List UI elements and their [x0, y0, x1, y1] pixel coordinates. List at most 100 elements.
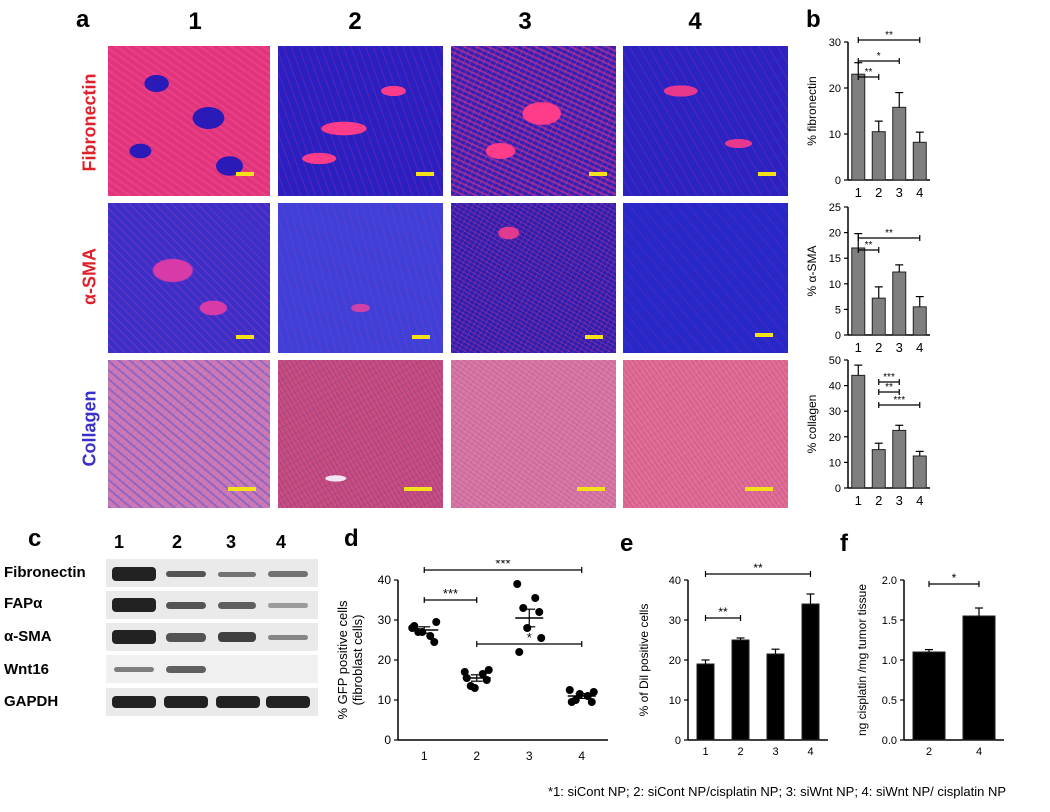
- y-tick-label: 50: [829, 355, 841, 367]
- y-tick-label: 10: [829, 129, 841, 141]
- x-tick-label: 1: [702, 746, 708, 758]
- x-tick-label: 4: [976, 746, 982, 758]
- data-point: [432, 618, 441, 626]
- y-tick-label: 5: [835, 304, 841, 316]
- data-point: [531, 594, 540, 602]
- x-tick-label: 2: [875, 340, 882, 355]
- x-tick-label: 3: [526, 749, 533, 763]
- micrograph-asma-3: [451, 203, 616, 353]
- chart-f-cisplatin: 0.0 0.5 1.0 1.5 2.0 ng cisplatin /mg tumor ti…: [855, 571, 1004, 758]
- significance-label: **: [718, 605, 728, 619]
- x-tick-label: 1: [855, 493, 862, 508]
- lane-label-1: 1: [114, 532, 125, 552]
- y-tick-label: 20: [829, 228, 841, 240]
- significance-label: ***: [883, 372, 895, 383]
- lane-label-4: 4: [276, 532, 287, 552]
- blot-label-wnt16: Wnt16: [4, 661, 49, 678]
- significance-label: **: [885, 228, 893, 239]
- blot-strip-fapa: [106, 591, 318, 619]
- x-tick-label: 2: [926, 746, 932, 758]
- y-tick-label: 0: [384, 733, 391, 747]
- y-axis-label: % GFP positive cells(fibroblast cells): [335, 600, 365, 719]
- blot-strip-wnt16: [106, 655, 318, 683]
- micrograph-asma-1: [108, 203, 270, 353]
- data-point: [430, 638, 439, 646]
- significance-label: **: [885, 382, 893, 393]
- scale-bar: [228, 487, 256, 491]
- scale-bar: [585, 335, 603, 339]
- data-point: [535, 608, 544, 616]
- bar: [912, 651, 946, 741]
- y-tick-label: 1.5: [882, 615, 897, 627]
- y-tick-label: 20: [829, 83, 841, 95]
- y-tick-label: 20: [378, 653, 392, 667]
- x-tick-label: 3: [896, 340, 903, 355]
- significance-label: *: [527, 630, 532, 645]
- row-label-fibronectin: Fibronectin: [79, 73, 100, 172]
- x-tick-label: 1: [421, 749, 428, 763]
- y-tick-label: 0: [835, 330, 841, 342]
- significance-label: ***: [495, 560, 510, 571]
- blot-band: [218, 572, 256, 577]
- data-point: [478, 670, 487, 678]
- bar: [766, 653, 785, 741]
- y-tick-label: 20: [669, 655, 681, 667]
- blot-label-asma: α-SMA: [4, 628, 52, 645]
- data-point: [515, 648, 524, 656]
- panel-e-label: e: [620, 530, 634, 557]
- blot-band: [166, 666, 206, 673]
- x-tick-label: 4: [578, 749, 585, 763]
- significance-label: **: [865, 240, 873, 251]
- scale-bar: [416, 172, 434, 176]
- y-tick-label: 10: [829, 279, 841, 291]
- panel-a-column-1: 1: [188, 8, 202, 35]
- significance-label: *: [877, 51, 881, 62]
- y-tick-label: 25: [829, 202, 841, 214]
- data-point: [426, 632, 435, 640]
- bar: [871, 131, 886, 181]
- y-tick-label: 1.0: [882, 655, 897, 667]
- data-point: [470, 684, 479, 692]
- scale-bar: [404, 487, 432, 491]
- blot-band: [164, 696, 208, 708]
- y-tick-label: 40: [378, 573, 392, 587]
- bar: [696, 663, 715, 741]
- bar: [912, 455, 927, 489]
- significance-label: **: [865, 67, 873, 78]
- blot-band: [218, 632, 256, 642]
- micrograph-asma-2: [278, 203, 443, 353]
- blot-band: [114, 667, 154, 672]
- panel-d-label: d: [344, 525, 359, 552]
- x-tick-label: 4: [916, 340, 923, 355]
- panel-a-column-4: 4: [688, 8, 702, 35]
- y-tick-label: 30: [829, 37, 841, 49]
- bar: [851, 247, 866, 336]
- lane-labels: 1 2 3 4: [110, 532, 320, 556]
- bar: [851, 374, 866, 489]
- x-tick-label: 3: [772, 746, 778, 758]
- scale-bar: [236, 335, 254, 339]
- y-axis-label: % collagen: [805, 395, 819, 454]
- lane-label-2: 2: [172, 532, 183, 552]
- blot-strip-gapdh: [106, 688, 318, 716]
- data-point: [519, 604, 528, 612]
- data-point: [418, 628, 427, 636]
- y-axis-label: ng cisplatin /mg tumor tissue: [855, 584, 869, 736]
- bar: [892, 429, 907, 489]
- y-tick-label: 10: [669, 695, 681, 707]
- chart-e-dil: 0 10 20 30 40 % of Dil positive cells 1 2 3 4 ** **: [637, 561, 828, 758]
- blot-label-fapa: FAPα: [4, 595, 43, 612]
- y-tick-label: 2.0: [882, 575, 897, 587]
- x-tick-label: 4: [807, 746, 813, 758]
- bar: [892, 106, 907, 181]
- data-point: [565, 686, 574, 694]
- data-point: [537, 634, 546, 642]
- blot-band: [166, 633, 206, 642]
- bar: [801, 603, 820, 741]
- x-tick-label: 2: [473, 749, 480, 763]
- x-tick-label: 1: [855, 340, 862, 355]
- y-tick-label: 15: [829, 253, 841, 265]
- bar: [892, 271, 907, 336]
- blot-band: [266, 696, 310, 708]
